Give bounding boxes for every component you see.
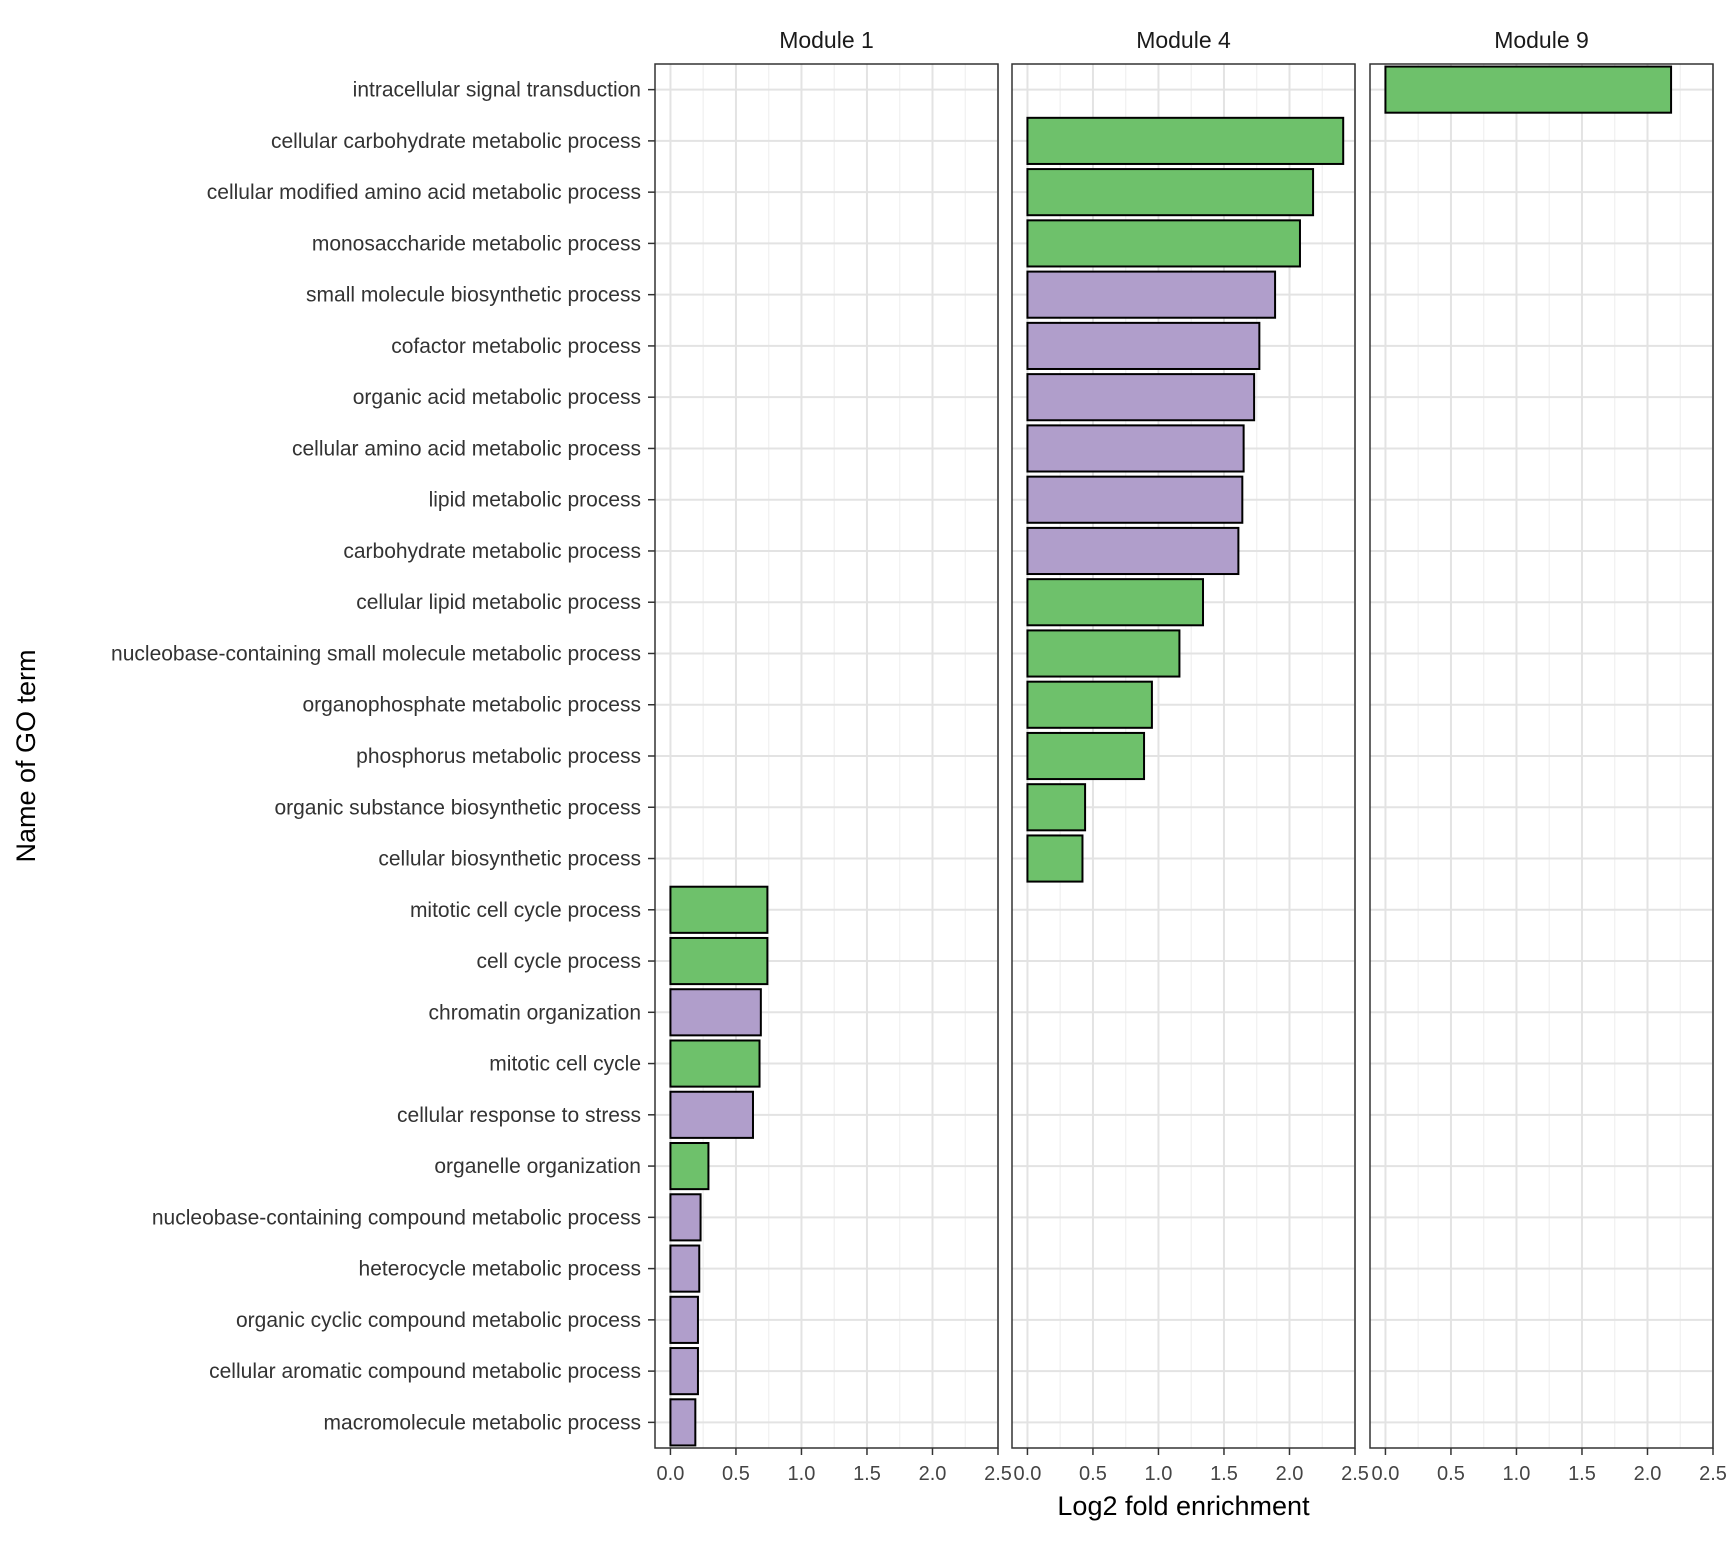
y-tick-label-chromatin-organization: chromatin organization xyxy=(429,1001,641,1024)
bar-module-1-mitotic-cell-cycle-process xyxy=(669,885,769,934)
x-tick-label-module-9: 0.5 xyxy=(1437,1463,1465,1485)
x-tick-label-module-1: 0.5 xyxy=(722,1463,750,1485)
panel-border-module-9 xyxy=(1369,63,1714,1449)
y-tick-label-nucleobase-containing-compound-metabolic-process: nucleobase-containing compound metabolic… xyxy=(152,1206,641,1229)
bar-module-4-organic-acid-metabolic-process xyxy=(1026,373,1256,422)
x-tick-label-module-4: 0.0 xyxy=(1014,1463,1042,1485)
y-tick-label-cellular-response-to-stress: cellular response to stress xyxy=(397,1104,641,1127)
bar-module-4-cellular-carbohydrate-metabolic-process xyxy=(1026,116,1345,165)
bar-module-4-small-molecule-biosynthetic-process xyxy=(1026,270,1277,319)
bar-module-4-cofactor-metabolic-process xyxy=(1026,321,1261,370)
y-tick-label-carbohydrate-metabolic-process: carbohydrate metabolic process xyxy=(343,540,641,563)
x-tick-label-module-4: 1.0 xyxy=(1145,1463,1173,1485)
x-tick-label-module-1: 2.5 xyxy=(984,1463,1012,1485)
x-axis-title: Log2 fold enrichment xyxy=(1057,1491,1310,1521)
panel-title-module-4: Module 4 xyxy=(1136,27,1231,53)
y-tick-label-organic-cyclic-compound-metabolic-process: organic cyclic compound metabolic proces… xyxy=(236,1309,641,1332)
bar-module-1-mitotic-cell-cycle xyxy=(669,1039,761,1088)
bar-module-4-organic-substance-biosynthetic-process xyxy=(1026,783,1087,832)
x-tick-label-module-4: 2.5 xyxy=(1341,1463,1369,1485)
y-tick-label-organophosphate-metabolic-process: organophosphate metabolic process xyxy=(302,694,641,717)
y-tick-label-intracellular-signal-transduction: intracellular signal transduction xyxy=(353,79,641,102)
y-tick-label-mitotic-cell-cycle-process: mitotic cell cycle process xyxy=(410,899,641,922)
panel-title-module-1: Module 1 xyxy=(779,27,874,53)
bar-module-4-carbohydrate-metabolic-process xyxy=(1026,526,1240,576)
y-tick-label-cellular-modified-amino-acid-metabolic-process: cellular modified amino acid metabolic p… xyxy=(207,181,641,204)
x-tick-label-module-4: 2.0 xyxy=(1276,1463,1304,1485)
x-tick-label-module-9: 2.0 xyxy=(1634,1463,1662,1485)
bar-module-4-nucleobase-containing-small-molecule-metabolic-process xyxy=(1026,629,1181,678)
bar-module-1-macromolecule-metabolic-process xyxy=(669,1398,697,1447)
bar-module-1-chromatin-organization xyxy=(669,988,762,1037)
bar-module-4-lipid-metabolic-process xyxy=(1026,475,1244,524)
y-tick-label-cellular-biosynthetic-process: cellular biosynthetic process xyxy=(378,848,641,871)
panel-border-module-4 xyxy=(1011,63,1356,1449)
y-tick-label-cellular-lipid-metabolic-process: cellular lipid metabolic process xyxy=(356,591,641,614)
y-tick-label-cellular-carbohydrate-metabolic-process: cellular carbohydrate metabolic process xyxy=(271,130,641,153)
x-tick-label-module-4: 1.5 xyxy=(1210,1463,1238,1485)
bar-module-4-cellular-lipid-metabolic-process xyxy=(1026,578,1205,627)
bar-module-4-cellular-biosynthetic-process xyxy=(1026,834,1084,883)
x-tick-label-module-9: 0.0 xyxy=(1372,1463,1400,1485)
bar-module-1-nucleobase-containing-compound-metabolic-process xyxy=(669,1193,702,1242)
bar-module-4-monosaccharide-metabolic-process xyxy=(1026,219,1301,268)
bar-module-4-cellular-amino-acid-metabolic-process xyxy=(1026,424,1245,473)
y-tick-label-cofactor-metabolic-process: cofactor metabolic process xyxy=(391,335,641,358)
bar-module-1-cellular-response-to-stress xyxy=(669,1090,754,1139)
x-tick-label-module-1: 2.0 xyxy=(919,1463,947,1485)
x-tick-label-module-9: 2.5 xyxy=(1699,1463,1727,1485)
y-tick-label-phosphorus-metabolic-process: phosphorus metabolic process xyxy=(356,745,641,768)
x-tick-label-module-1: 1.0 xyxy=(788,1463,816,1485)
bar-module-1-organelle-organization xyxy=(669,1142,710,1191)
y-tick-label-organic-acid-metabolic-process: organic acid metabolic process xyxy=(353,386,641,409)
bar-module-4-cellular-modified-amino-acid-metabolic-process xyxy=(1026,168,1315,217)
y-tick-label-organelle-organization: organelle organization xyxy=(434,1155,641,1178)
bar-module-1-organic-cyclic-compound-metabolic-process xyxy=(669,1295,699,1344)
bar-module-1-cellular-aromatic-compound-metabolic-process xyxy=(669,1347,699,1396)
y-tick-label-lipid-metabolic-process: lipid metabolic process xyxy=(429,489,641,512)
bar-module-1-cell-cycle-process xyxy=(669,936,769,986)
bar-module-9-intracellular-signal-transduction xyxy=(1384,65,1673,114)
y-tick-label-mitotic-cell-cycle: mitotic cell cycle xyxy=(489,1053,641,1076)
x-tick-label-module-1: 0.0 xyxy=(657,1463,685,1485)
bar-module-1-heterocycle-metabolic-process xyxy=(669,1244,701,1293)
panel-title-module-9: Module 9 xyxy=(1494,27,1589,53)
x-tick-label-module-4: 0.5 xyxy=(1079,1463,1107,1485)
y-tick-label-nucleobase-containing-small-molecule-metabolic-process: nucleobase-containing small molecule met… xyxy=(111,642,641,665)
y-tick-label-cell-cycle-process: cell cycle process xyxy=(476,950,641,973)
y-tick-label-small-molecule-biosynthetic-process: small molecule biosynthetic process xyxy=(306,284,641,307)
y-tick-label-organic-substance-biosynthetic-process: organic substance biosynthetic process xyxy=(274,796,641,819)
y-tick-label-cellular-aromatic-compound-metabolic-process: cellular aromatic compound metabolic pro… xyxy=(209,1360,641,1383)
bar-module-4-phosphorus-metabolic-process xyxy=(1026,731,1146,781)
x-tick-label-module-9: 1.0 xyxy=(1503,1463,1531,1485)
y-tick-label-macromolecule-metabolic-process: macromolecule metabolic process xyxy=(324,1411,641,1434)
y-tick-label-cellular-amino-acid-metabolic-process: cellular amino acid metabolic process xyxy=(292,437,641,460)
x-tick-label-module-9: 1.5 xyxy=(1568,1463,1596,1485)
y-tick-label-monosaccharide-metabolic-process: monosaccharide metabolic process xyxy=(312,232,641,255)
bar-module-4-organophosphate-metabolic-process xyxy=(1026,680,1153,729)
y-axis-title: Name of GO term xyxy=(11,649,41,862)
x-tick-label-module-1: 1.5 xyxy=(853,1463,881,1485)
y-tick-label-heterocycle-metabolic-process: heterocycle metabolic process xyxy=(359,1258,641,1281)
